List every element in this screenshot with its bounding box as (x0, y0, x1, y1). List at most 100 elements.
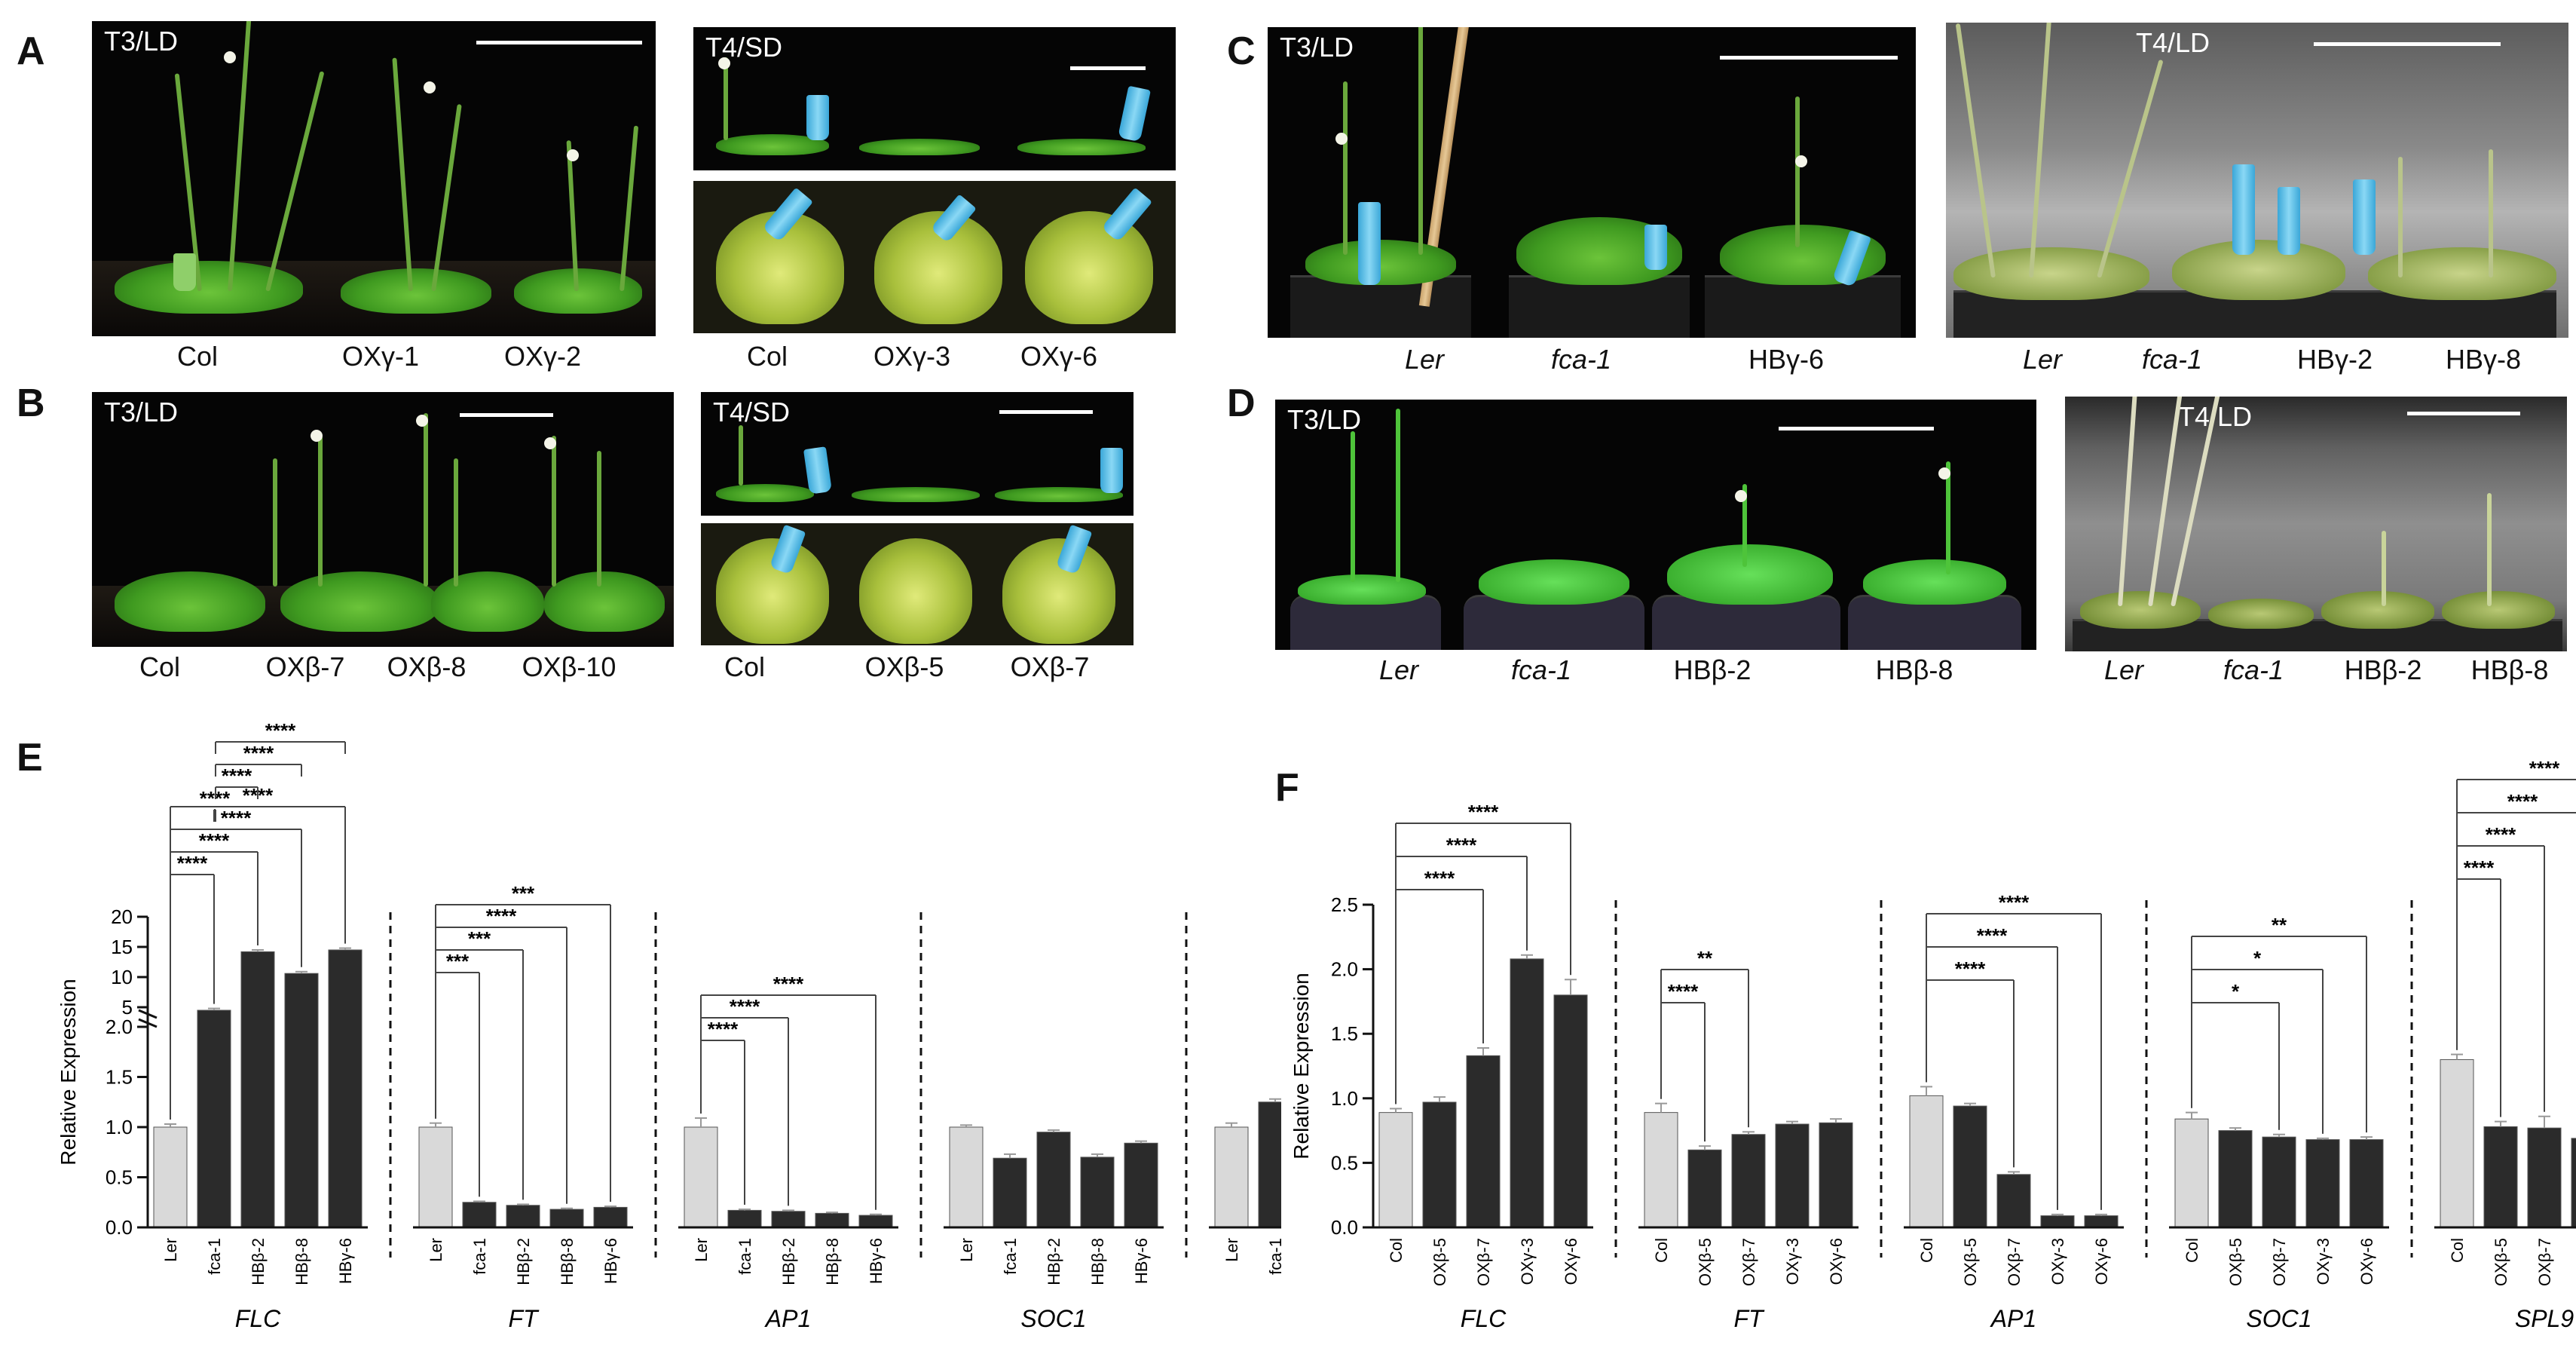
bar (2040, 1215, 2075, 1228)
x-tick-label: OXγ-6 (1562, 1238, 1580, 1285)
bar (418, 1126, 453, 1228)
significance-label: **** (1424, 867, 1455, 890)
genotype-label: OXγ-2 (503, 341, 582, 372)
scale-bar (999, 410, 1093, 414)
bar (949, 1126, 984, 1228)
bar (1819, 1122, 1853, 1228)
x-tick-label: OXγ-6 (2092, 1238, 2111, 1285)
panel-letter-e: E (17, 736, 43, 780)
panel-letter-c: C (1227, 29, 1256, 73)
y-tick-label: 1.5 (106, 1066, 133, 1089)
x-tick-label: fca-1 (736, 1238, 754, 1275)
x-tick-label: HBγ-6 (601, 1238, 620, 1284)
photo-tag: T3/LD (104, 26, 179, 57)
x-tick-label: HBβ-2 (1045, 1238, 1063, 1285)
genotype-label: Ler (2022, 344, 2063, 375)
y-tick-label: 2.0 (106, 1016, 133, 1038)
x-tick-label: OXγ-6 (1827, 1238, 1846, 1285)
x-tick-label: OXβ-7 (1474, 1238, 1493, 1286)
significance-label: **** (2464, 856, 2495, 879)
y-tick-label: 2.5 (1331, 893, 1358, 916)
y-tick-label: 1.5 (1331, 1022, 1358, 1045)
genotype-label: OXγ-3 (873, 341, 951, 372)
panel-c-ld-photo: T3/LD (1268, 27, 1916, 338)
x-tick-label: fca-1 (1001, 1238, 1020, 1275)
panel-d-ld-photo: T3/LD (1275, 400, 2036, 650)
significance-label: * (2253, 947, 2262, 970)
scale-bar (476, 41, 642, 44)
bar (1258, 1101, 1281, 1228)
significance-label: **** (2529, 757, 2560, 780)
bar (1996, 1174, 2031, 1228)
genotype-label: HBγ-2 (2296, 344, 2373, 375)
y-tick-label: 0.5 (106, 1166, 133, 1189)
significance-label: ** (2272, 914, 2287, 936)
genotype-label: HBγ-8 (2445, 344, 2522, 375)
x-tick-label: Ler (692, 1238, 711, 1262)
bar (1909, 1095, 1944, 1228)
genotype-label: OXβ-7 (1010, 651, 1090, 682)
x-tick-label: HBβ-2 (249, 1238, 268, 1285)
genotype-label: HBβ-2 (2344, 654, 2422, 685)
gene-label: SOC1 (1020, 1305, 1086, 1332)
x-tick-label: OXγ-3 (1783, 1238, 1802, 1285)
y-tick-label: 0.5 (1331, 1151, 1358, 1174)
significance-label: **** (1468, 801, 1499, 823)
genotype-label: HBγ-6 (1748, 344, 1825, 375)
bar (1775, 1123, 1810, 1228)
significance-label: **** (1446, 834, 1477, 856)
bar (2305, 1139, 2340, 1228)
significance-label: **** (2486, 823, 2516, 846)
scale-bar (2314, 42, 2501, 46)
panel-letter-a: A (17, 29, 45, 73)
x-tick-label: OXβ-5 (1696, 1238, 1715, 1286)
bar (284, 973, 319, 1228)
x-tick-label: HBγ-6 (336, 1238, 355, 1284)
photo-tag: T4/SD (713, 397, 791, 427)
significance-label: * (2232, 980, 2240, 1003)
chart-e: Relative Expression 0.0 0.5 1.0 1.5 2.05 10 15 2… (57, 724, 1281, 1332)
significance-label: **** (177, 852, 208, 875)
genotype-label: OXβ-5 (864, 651, 944, 682)
panel-letter-b: B (17, 381, 45, 425)
chart-f: Relative Expression 0.0 0.5 1.0 1.5 2.0 2.5 Col… (1290, 757, 2576, 1332)
genotype-label: HBβ-8 (2470, 654, 2549, 685)
genotype-label: Col (746, 341, 788, 372)
genotype-label: fca-1 (2141, 344, 2203, 375)
y-tick-label: 0.0 (106, 1216, 133, 1239)
x-tick-label: fca-1 (470, 1238, 489, 1275)
gene-label: AP1 (1990, 1305, 2036, 1332)
genotype-label: OXβ-8 (387, 651, 467, 682)
bar (240, 951, 275, 1228)
significance-label: **** (1999, 891, 2030, 914)
x-tick-label: HBβ-2 (779, 1238, 798, 1285)
y-tick-label: 1.0 (1331, 1087, 1358, 1110)
significance-label: **** (243, 742, 274, 764)
scale-bar (460, 413, 553, 417)
axis-break (138, 1018, 158, 1028)
photo-tag: T4/SD (705, 32, 783, 63)
x-tick-label: HBγ-6 (867, 1238, 886, 1284)
significance-label: **** (199, 829, 230, 852)
x-tick-label: HBβ-8 (558, 1238, 577, 1285)
x-tick-label: OXβ-7 (2005, 1238, 2024, 1286)
gene-label: FT (508, 1305, 540, 1332)
bar (993, 1157, 1027, 1228)
scale-bar (1070, 66, 1146, 70)
significance-label: *** (512, 882, 535, 905)
x-tick-label: OXβ-7 (1739, 1238, 1758, 1286)
genotype-label: Ler (1378, 654, 1419, 685)
photo-tag: T3/LD (1287, 404, 1362, 435)
photo-tag: T3/LD (104, 397, 179, 427)
significance-label: **** (1977, 924, 2008, 947)
significance-label: **** (486, 905, 517, 927)
x-tick-label: Col (2448, 1238, 2467, 1263)
panel-b-sd-top-photo (701, 523, 1134, 645)
x-tick-label: Ler (427, 1238, 445, 1262)
x-tick-label: OXγ-6 (2357, 1238, 2376, 1285)
x-tick-label: HBγ-6 (1132, 1238, 1151, 1284)
x-tick-label: Col (1917, 1238, 1936, 1263)
scale-bar (1779, 427, 1934, 430)
gene-label: SPL9 (2515, 1305, 2574, 1332)
panel-d-sd-photo: T4/LD (2065, 397, 2567, 651)
